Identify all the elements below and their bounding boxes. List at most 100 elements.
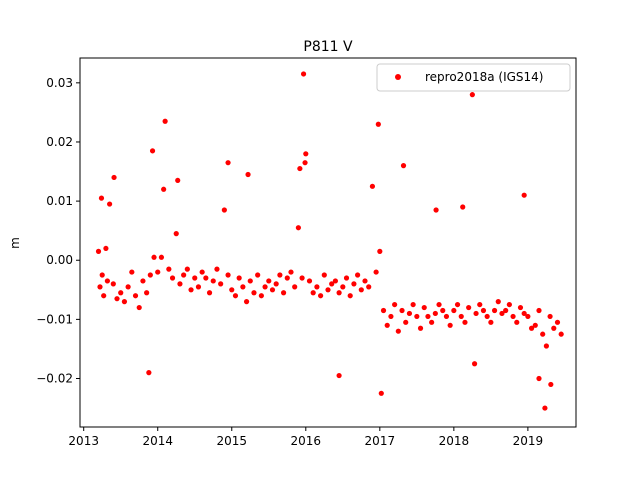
data-point — [358, 287, 364, 293]
data-point — [125, 284, 131, 290]
data-point — [380, 307, 387, 314]
data-point — [378, 390, 384, 396]
data-point — [447, 322, 453, 328]
x-axis: 2013 2014 2015 2016 2017 2018 2019 — [68, 427, 543, 448]
data-point — [458, 313, 464, 320]
data-point — [375, 121, 381, 127]
data-point — [280, 290, 287, 296]
data-point — [114, 296, 120, 302]
data-point — [166, 266, 172, 272]
data-point — [218, 281, 224, 287]
data-point — [554, 319, 561, 325]
data-point — [540, 331, 546, 337]
data-point — [362, 278, 368, 284]
data-point — [232, 293, 239, 299]
data-point — [506, 301, 512, 308]
chart-title: P811 V — [303, 39, 353, 55]
data-point — [551, 325, 557, 331]
data-point — [277, 272, 283, 278]
y-axis-label: m — [8, 237, 22, 249]
data-point — [295, 225, 301, 231]
data-point — [146, 370, 152, 376]
data-point — [225, 160, 231, 166]
data-point — [410, 301, 416, 308]
data-point — [129, 269, 135, 275]
data-point — [111, 174, 117, 181]
data-point — [336, 290, 342, 296]
y-tick-label: 0.02 — [46, 135, 73, 149]
data-point — [225, 272, 231, 278]
data-point — [542, 405, 548, 411]
data-point — [181, 272, 187, 278]
data-point — [99, 272, 105, 278]
data-point — [262, 284, 268, 290]
data-point — [132, 293, 139, 299]
legend-box — [376, 63, 571, 92]
legend: repro2018a (IGS14) — [376, 63, 571, 92]
data-point — [429, 319, 435, 325]
plot-frame — [79, 57, 577, 428]
data-point — [366, 284, 372, 290]
data-point — [303, 151, 309, 157]
data-point — [302, 160, 308, 166]
data-point — [155, 269, 161, 275]
data-point — [421, 304, 427, 311]
data-point — [377, 248, 383, 254]
data-point — [388, 313, 394, 320]
x-tick-label: 2019 — [513, 434, 544, 448]
data-point — [351, 281, 357, 287]
data-point — [184, 266, 190, 272]
data-point — [432, 310, 438, 317]
data-point — [236, 275, 242, 281]
x-tick-label: 2013 — [68, 434, 99, 448]
data-point — [417, 325, 424, 331]
data-point — [144, 290, 150, 296]
data-point — [395, 328, 401, 334]
x-tick-label: 2018 — [439, 434, 470, 448]
data-point — [288, 269, 294, 275]
data-point — [528, 325, 535, 331]
y-axis: −0.02 −0.01 0.00 0.01 0.02 0.03 — [36, 76, 80, 386]
data-point — [484, 313, 490, 320]
data-point — [199, 269, 205, 275]
legend-marker — [395, 74, 401, 80]
data-points — [95, 71, 564, 411]
data-point — [243, 299, 250, 305]
data-point — [318, 293, 324, 299]
data-point — [110, 281, 116, 287]
data-point — [188, 287, 194, 293]
data-point — [488, 319, 494, 325]
data-point — [536, 307, 542, 314]
data-point — [229, 287, 235, 293]
data-point — [514, 319, 520, 325]
data-point — [403, 319, 409, 325]
data-point — [517, 304, 524, 311]
y-tick-label: −0.02 — [36, 372, 73, 386]
data-point — [392, 301, 398, 308]
data-point — [258, 293, 264, 299]
data-point — [314, 284, 320, 290]
data-point — [203, 275, 209, 281]
data-point — [343, 275, 350, 281]
data-point — [469, 92, 475, 98]
data-point — [195, 284, 202, 290]
data-point — [510, 313, 516, 320]
data-point — [477, 301, 483, 308]
data-point — [462, 319, 468, 325]
data-point — [325, 287, 331, 293]
y-tick-label: 0.03 — [46, 76, 73, 90]
data-point — [329, 281, 335, 287]
data-point — [247, 278, 253, 284]
data-point — [321, 272, 327, 278]
data-point — [292, 284, 298, 290]
data-point — [101, 293, 107, 299]
data-point — [297, 165, 303, 172]
data-point — [558, 331, 564, 337]
data-point — [162, 118, 168, 124]
data-point — [491, 307, 498, 314]
data-point — [151, 254, 157, 260]
data-point — [300, 71, 307, 77]
data-point — [521, 310, 527, 317]
legend-label: repro2018a (IGS14) — [425, 70, 543, 84]
